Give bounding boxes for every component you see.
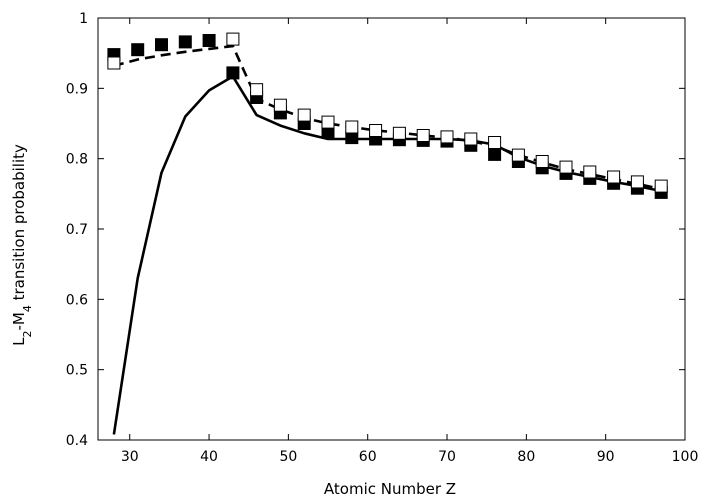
x-tick-label: 60 [359,449,377,465]
y-axis-title-prefix: L [10,337,28,346]
open-square-point [607,170,621,184]
open-square-point [559,160,573,174]
open-square-point [416,129,430,142]
filled-square-point [155,38,168,52]
x-tick-label: 50 [279,449,297,465]
series-dashed-line [113,44,662,191]
y-tick-label: 0.8 [66,152,88,168]
x-axis-title: Atomic Number Z [324,480,456,498]
x-tick-label: 100 [672,449,699,465]
y-axis-title: L2-M4 transition probability [10,144,34,346]
open-square-point [297,108,311,122]
open-square-point [226,32,240,46]
filled-square-point [178,35,192,49]
open-square-point [369,124,383,137]
open-square-point [345,120,359,134]
open-square-point [273,98,287,112]
y-axis-title-sub2: 4 [21,305,34,312]
series-solid-line [112,75,662,435]
x-tick-label: 30 [121,449,139,465]
x-tick-label: 70 [438,449,456,465]
plot-frame [97,17,686,441]
open-square-point [630,175,644,189]
open-square-point [535,155,549,168]
x-tick-label: 40 [200,449,218,465]
y-tick-label: 0.5 [66,363,88,379]
x-tick-label: 90 [597,449,615,465]
open-square-point [107,56,121,70]
open-square-point [392,126,406,140]
plot-marks [107,32,668,435]
y-axis-title-suffix: transition probability [10,144,28,305]
open-square-point [654,179,668,193]
filled-square-point [226,66,240,80]
y-tick-label: 0.7 [66,222,88,238]
y-tick-label: 1 [79,11,88,27]
y-tick-label: 0.6 [66,292,88,308]
filled-square-point [202,34,216,47]
open-square-point [440,130,454,144]
open-square-point [250,83,264,97]
x-tick-label: 80 [517,449,535,465]
open-square-point [511,148,525,162]
y-axis-title-sub1: 2 [21,331,34,338]
open-square-point [321,115,335,129]
y-tick-label: 0.4 [66,433,88,449]
ticks: 30 40 50 60 70 80 90 100 0.4 0.5 0.6 0.7 0.8 0.9 1 [66,11,699,465]
open-square-point [583,165,597,179]
filled-square-point [131,43,145,57]
filled-square-point [488,147,502,161]
y-axis-title-mid: -M [10,312,28,330]
y-tick-label: 0.9 [66,81,88,97]
open-square-point [488,136,502,149]
open-square-point [464,132,478,146]
